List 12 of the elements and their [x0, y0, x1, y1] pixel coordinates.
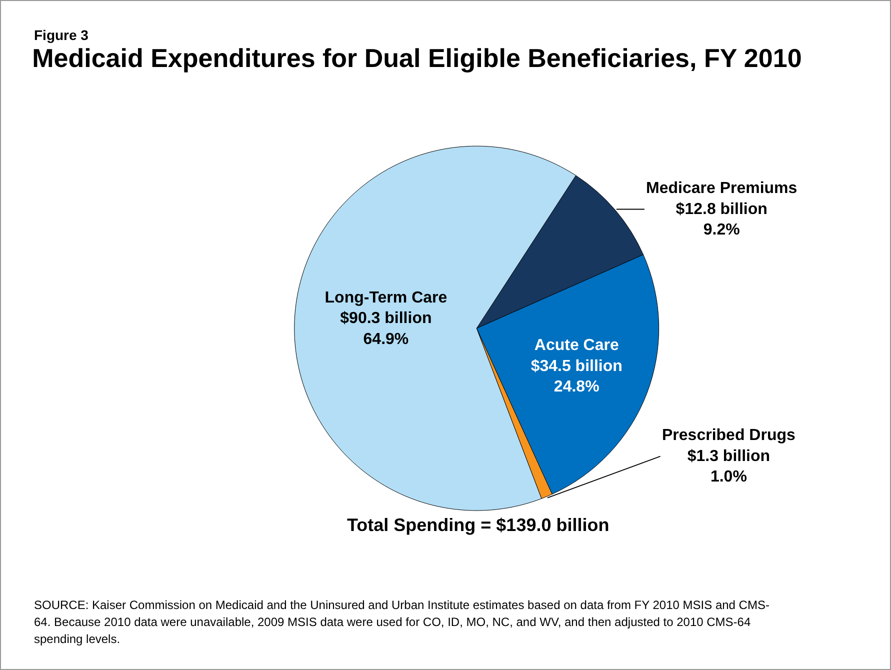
data-label: $1.3 billion 1.0%: [687, 448, 770, 486]
source-note: SOURCE: Kaiser Commission on Medicaid and the Uninsured and Urban Institute estimates based on data from FY 2010 MSIS and CMS-64. Because 2010 data were unavailable, 2009 MSIS data were used for CO, ID, MO, NC, and WV, and then adjusted to 2010 CMS-64 spending levels.: [34, 597, 770, 648]
data-label: $34.5 billion 24.8%: [530, 358, 622, 396]
slice-label: Medicare Premiums: [646, 180, 798, 197]
data-label: $12.8 billion 9.2%: [676, 200, 768, 239]
slice-label: Acute Care: [534, 337, 619, 354]
data-label: $90.3 billion 64.9%: [340, 310, 432, 348]
text: Total Spending = $139.0 billion: [347, 515, 610, 535]
caption: Figure 3: [34, 27, 88, 43]
slice-label: Long-Term Care: [324, 289, 448, 306]
chart-title: Medicaid Expenditures for Dual Eligible Beneficiaries, FY 2010: [32, 42, 802, 73]
slice-label: Prescribed Drugs: [662, 427, 796, 444]
